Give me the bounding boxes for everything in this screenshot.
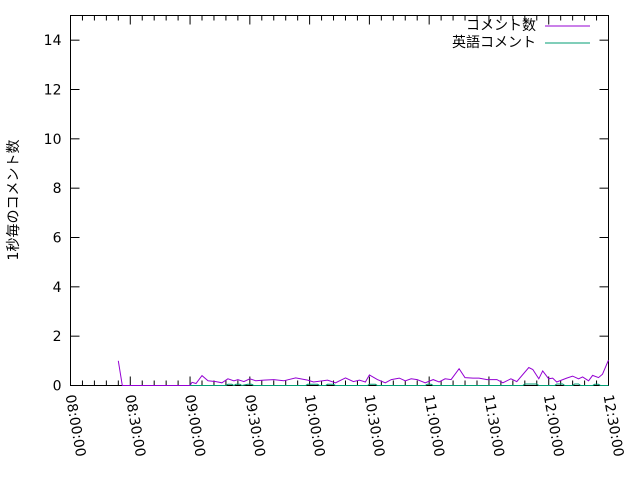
series-lines — [117, 359, 609, 387]
legend-label-series-0: コメント数 — [466, 18, 536, 34]
x-tick-label: 11:30:00 — [480, 393, 507, 458]
axis-ticks — [70, 15, 609, 386]
y-tick-label: 10 — [44, 132, 62, 148]
series-line-0 — [117, 359, 609, 386]
x-tick-label: 09:00:00 — [181, 393, 208, 458]
y-tick-label: 14 — [44, 33, 62, 49]
y-tick-label: 4 — [53, 280, 62, 296]
y-tick-label: 2 — [53, 329, 62, 345]
series-line-1 — [190, 383, 609, 387]
x-tick-labels: 08:00:00 08:30:00 09:00:00 09:30:00 10:00:00… — [62, 393, 627, 458]
legend-label-series-1: 英語コメント — [452, 34, 536, 51]
y-tick-labels: 0 2 4 6 8 10 12 14 — [44, 33, 62, 394]
x-tick-label: 09:30:00 — [241, 393, 268, 458]
x-tick-label: 10:30:00 — [360, 393, 387, 458]
y-tick-label: 8 — [53, 181, 62, 197]
x-tick-label: 12:30:00 — [600, 393, 627, 458]
x-tick-label: 08:00:00 — [62, 393, 89, 458]
x-tick-label: 10:00:00 — [301, 393, 328, 458]
legend: コメント数 英語コメント — [452, 18, 590, 51]
x-tick-label: 12:00:00 — [540, 393, 567, 458]
x-tick-label: 08:30:00 — [121, 393, 148, 458]
x-tick-label: 11:00:00 — [420, 393, 447, 458]
y-tick-label: 12 — [44, 83, 62, 99]
y-tick-label: 6 — [53, 231, 62, 247]
y-axis-label: 1秒毎のコメント数 — [6, 140, 22, 261]
y-tick-label: 0 — [53, 379, 62, 395]
plot-border — [70, 15, 609, 386]
